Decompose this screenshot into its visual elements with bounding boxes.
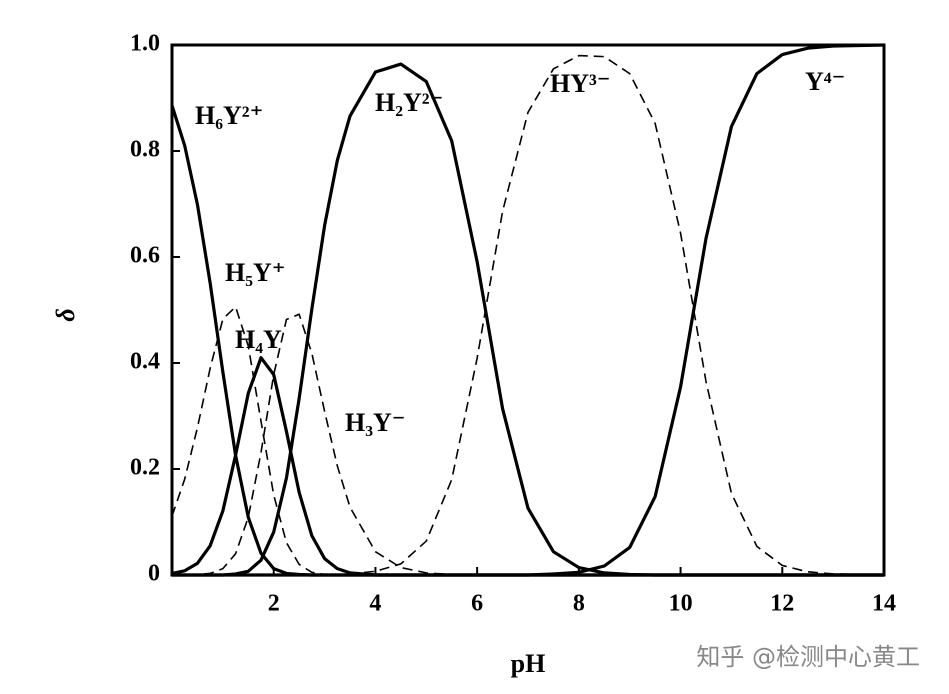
y-tick-label: 0.4 — [130, 349, 160, 375]
x-tick-label: 10 — [669, 591, 693, 617]
series-line — [172, 313, 884, 576]
y-axis-label: δ — [51, 308, 80, 321]
x-tick-label: 4 — [369, 591, 381, 617]
series-label: Y⁴⁻ — [805, 67, 845, 96]
y-tick-label: 0 — [148, 561, 160, 587]
series-label: HY³⁻ — [550, 69, 611, 98]
series-line — [172, 62, 884, 577]
series-label: H₄Y — [235, 325, 282, 354]
x-tick-label: 14 — [872, 591, 896, 617]
series-label: H₃Y⁻ — [345, 408, 406, 437]
series-line — [172, 54, 885, 576]
y-tick-label: 0.2 — [130, 455, 160, 481]
series-line — [172, 43, 885, 577]
x-tick-label: 8 — [573, 591, 585, 617]
x-tick-label: 6 — [471, 591, 483, 617]
series-label: H₆Y²⁺ — [195, 101, 263, 130]
watermark: 知乎 @检测中心黄工 — [696, 643, 920, 671]
y-tick-label: 0.6 — [130, 243, 160, 269]
y-tick-label: 1.0 — [130, 31, 160, 57]
y-tick-label: 0.8 — [130, 137, 160, 163]
plot-frame — [170, 43, 886, 577]
series-label: H₅Y⁺ — [225, 258, 286, 287]
x-tick-label: 12 — [770, 591, 794, 617]
series-label: H₂Y²⁻ — [375, 88, 443, 117]
series-line — [171, 356, 884, 577]
x-axis-label: pH — [511, 649, 546, 678]
x-tick-label: 2 — [268, 591, 280, 617]
